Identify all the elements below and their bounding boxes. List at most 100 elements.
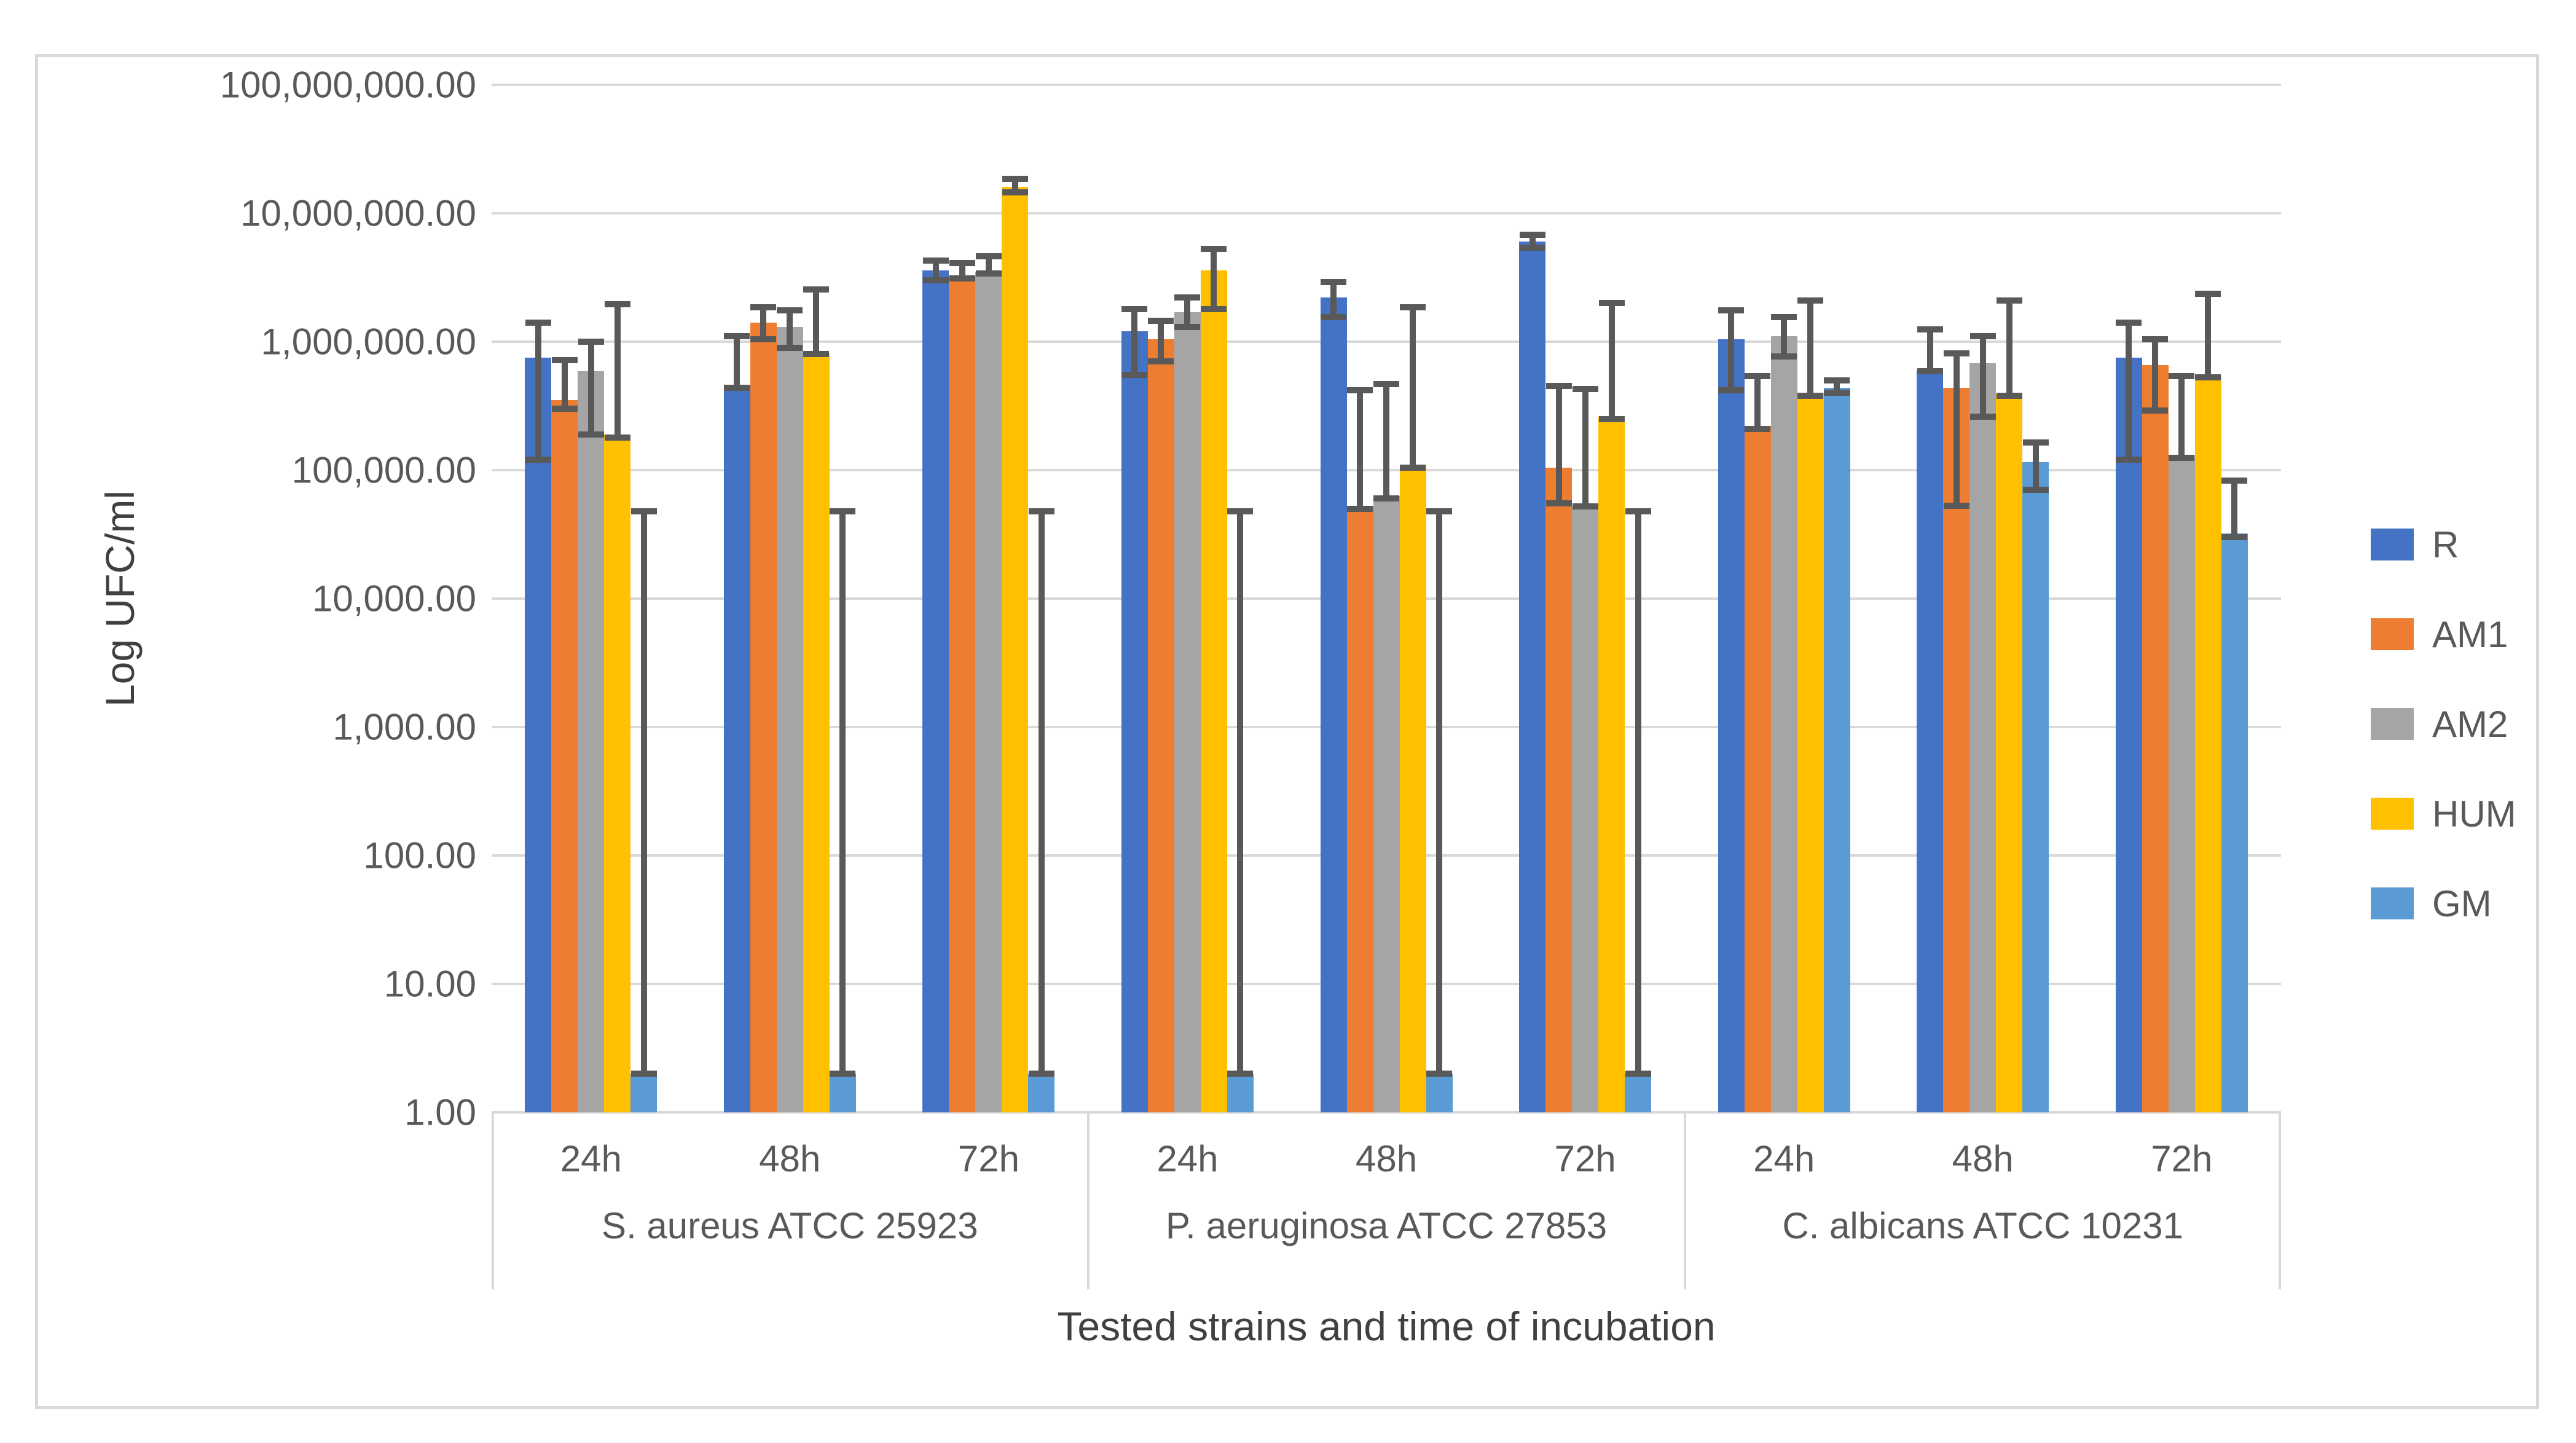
error-bar-AM1-48h-group0 bbox=[760, 307, 767, 339]
error-bar-cap bbox=[724, 384, 750, 391]
bar-GM-48h-group1 bbox=[1426, 1074, 1453, 1112]
error-bar-cap bbox=[1824, 377, 1850, 383]
error-bar-cap bbox=[525, 320, 551, 326]
legend-swatch-HUM bbox=[2371, 798, 2414, 830]
error-bar-cap bbox=[1718, 387, 1745, 393]
bar-AM2-24h-group2 bbox=[1770, 336, 1797, 1112]
time-label: 24h bbox=[1156, 1138, 1219, 1179]
bar-HUM-24h-group1 bbox=[1200, 270, 1227, 1112]
error-bar-cap bbox=[1598, 300, 1625, 307]
error-bar-cap bbox=[578, 339, 604, 345]
error-bar-cap bbox=[2022, 439, 2049, 446]
error-bar-cap bbox=[1373, 380, 1399, 387]
error-bar-cap bbox=[1201, 245, 1227, 252]
error-bar-cap bbox=[1745, 372, 1771, 379]
error-bar-HUM-72h-group0 bbox=[1011, 179, 1018, 193]
error-bar-AM2-72h-group1 bbox=[1582, 388, 1588, 507]
bar-AM2-24h-group0 bbox=[578, 371, 605, 1112]
y-tick-label: 100,000.00 bbox=[291, 449, 476, 491]
bar-GM-72h-group1 bbox=[1625, 1074, 1652, 1112]
legend-item-HUM: HUM bbox=[2371, 793, 2516, 835]
bar-R-72h-group1 bbox=[1519, 242, 1546, 1112]
error-bar-cap bbox=[1519, 244, 1545, 251]
y-tick-label: 10,000.00 bbox=[312, 578, 476, 619]
error-bar-cap bbox=[949, 259, 975, 266]
category-separator bbox=[2279, 1112, 2281, 1289]
y-tick-label: 1,000,000.00 bbox=[261, 321, 476, 363]
error-bar-cap bbox=[1002, 189, 1028, 196]
error-bar-GM-48h-group1 bbox=[1436, 511, 1442, 1074]
bar-R-24h-group0 bbox=[525, 358, 552, 1112]
error-bar-cap bbox=[830, 508, 856, 514]
error-bar-AM1-48h-group1 bbox=[1357, 390, 1363, 509]
error-bar-HUM-24h-group0 bbox=[614, 304, 621, 438]
error-bar-AM1-24h-group0 bbox=[561, 360, 568, 409]
bar-GM-72h-group0 bbox=[1028, 1074, 1055, 1112]
legend-item-R: R bbox=[2371, 524, 2516, 565]
error-bar-cap bbox=[803, 351, 830, 358]
error-bar-cap bbox=[1426, 1071, 1452, 1077]
legend-swatch-GM bbox=[2371, 887, 2414, 919]
error-bar-cap bbox=[1797, 297, 1824, 304]
category-separator bbox=[492, 1112, 494, 1289]
strain-label-row: S. aureus ATCC 25923 P. aeruginosa ATCC … bbox=[492, 1205, 2281, 1291]
bar-AM2-24h-group1 bbox=[1174, 312, 1201, 1112]
time-label: 72h bbox=[957, 1138, 1019, 1179]
bar-R-24h-group1 bbox=[1121, 331, 1148, 1112]
bar-R-48h-group2 bbox=[1917, 370, 1944, 1112]
error-bar-cap bbox=[1545, 500, 1572, 507]
bar-AM1-72h-group0 bbox=[949, 275, 976, 1112]
bar-AM2-48h-group0 bbox=[776, 327, 803, 1112]
bar-HUM-48h-group2 bbox=[1996, 394, 2023, 1112]
error-bar-HUM-48h-group1 bbox=[1410, 307, 1416, 468]
error-bar-cap bbox=[1545, 383, 1572, 390]
error-bar-cap bbox=[2142, 336, 2169, 342]
time-label: 24h bbox=[1753, 1138, 1815, 1179]
error-bar-AM2-48h-group0 bbox=[787, 310, 793, 348]
error-bar-cap bbox=[1745, 425, 1771, 432]
time-label: 48h bbox=[1952, 1138, 2014, 1179]
error-bar-cap bbox=[1771, 314, 1797, 321]
error-bar-AM1-72h-group0 bbox=[959, 262, 965, 279]
error-bar-cap bbox=[1797, 392, 1824, 399]
error-bar-cap bbox=[1943, 502, 1969, 509]
error-bar-cap bbox=[1174, 324, 1201, 331]
error-bar-AM2-72h-group2 bbox=[2178, 375, 2185, 458]
error-bar-cap bbox=[777, 307, 803, 314]
error-bar-cap bbox=[1400, 304, 1426, 311]
error-bar-cap bbox=[830, 1071, 856, 1077]
time-label: 48h bbox=[759, 1138, 821, 1179]
bar-R-72h-group2 bbox=[2115, 358, 2142, 1112]
error-bar-cap bbox=[525, 457, 551, 463]
error-bar-cap bbox=[578, 431, 604, 438]
bar-AM1-24h-group1 bbox=[1147, 339, 1174, 1112]
error-bar-cap bbox=[1625, 1071, 1651, 1077]
time-label: 24h bbox=[560, 1138, 622, 1179]
time-label-row: 24h 48h 72h 24h 48h 72h 24h 48h 72h bbox=[492, 1112, 2281, 1205]
error-bar-cap bbox=[1969, 414, 1996, 420]
error-bar-cap bbox=[922, 277, 949, 284]
error-bar-AM2-24h-group1 bbox=[1184, 297, 1191, 328]
error-bar-cap bbox=[750, 336, 777, 342]
error-bar-cap bbox=[1347, 387, 1373, 393]
error-bar-cap bbox=[2116, 320, 2142, 326]
error-bar-cap bbox=[1174, 294, 1201, 301]
legend-swatch-AM1 bbox=[2371, 618, 2414, 650]
error-bar-cap bbox=[777, 344, 803, 351]
bar-AM1-48h-group0 bbox=[750, 323, 777, 1112]
legend-item-AM1: AM1 bbox=[2371, 614, 2516, 655]
error-bar-AM2-24h-group0 bbox=[587, 342, 594, 434]
error-bar-AM2-48h-group2 bbox=[1979, 336, 1986, 417]
bar-R-48h-group1 bbox=[1320, 297, 1347, 1112]
error-bar-cap bbox=[630, 1071, 657, 1077]
bar-AM2-48h-group2 bbox=[1969, 363, 1997, 1112]
error-bar-HUM-72h-group2 bbox=[2205, 294, 2212, 377]
error-bar-cap bbox=[1572, 385, 1598, 392]
error-bar-cap bbox=[1201, 305, 1227, 312]
error-bar-cap bbox=[1572, 503, 1598, 510]
error-bar-cap bbox=[1028, 508, 1054, 514]
bar-HUM-72h-group0 bbox=[1002, 187, 1029, 1112]
legend: R AM1 AM2 HUM GM bbox=[2371, 524, 2516, 924]
x-axis-title: Tested strains and time of incubation bbox=[1057, 1303, 1716, 1349]
x-axis-line bbox=[492, 1111, 2281, 1114]
